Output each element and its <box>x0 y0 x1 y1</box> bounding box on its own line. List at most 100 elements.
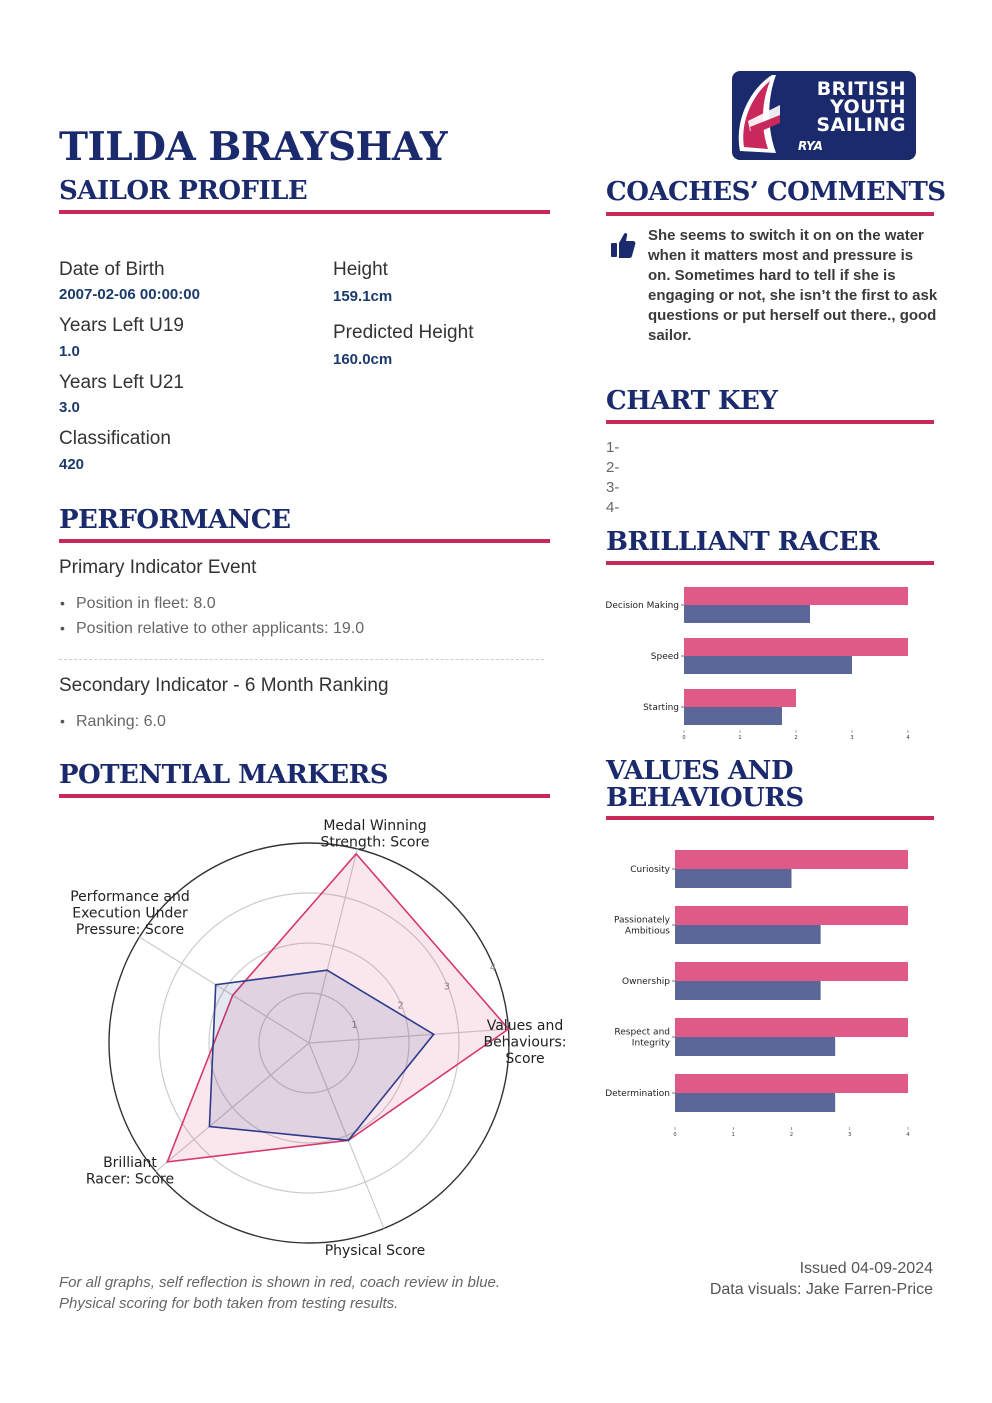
category-label: Curiosity <box>630 865 670 875</box>
performance-divider <box>59 539 550 543</box>
logo-line-british: BRITISH <box>816 78 906 100</box>
coach-score-bar <box>684 656 852 674</box>
british-youth-sailing-logo: BRITISH YOUTH SAILING RYA <box>732 71 916 160</box>
x-tick-label: 2 <box>790 1132 793 1138</box>
radar-axis-label: Physical Score <box>325 1243 426 1259</box>
self-score-bar <box>675 1018 908 1037</box>
self-reflection-polygon <box>166 852 510 1163</box>
radar-spoke <box>308 1042 385 1229</box>
classification-value: 420 <box>59 456 85 473</box>
coach-score-bar <box>675 1037 836 1056</box>
x-tick-label: 0 <box>682 735 685 741</box>
category-label: Passionately Ambitious <box>614 916 671 937</box>
x-tick-label: 4 <box>906 735 909 741</box>
coach-score-bar <box>684 707 782 725</box>
performance-heading: PERFORMANCE <box>59 505 291 535</box>
potential-divider <box>59 794 550 798</box>
sailor-profile-heading: SAILOR PROFILE <box>59 176 308 206</box>
radar-tick-label: 4 <box>490 962 496 973</box>
chart-key-divider <box>606 420 934 424</box>
radar-spoke <box>155 1042 310 1173</box>
radar-axis-label: Performance and Execution Under Pressure: … <box>70 889 190 938</box>
self-score-bar <box>684 689 796 707</box>
category-label: Ownership <box>622 977 670 987</box>
potential-markers-heading: POTENTIAL MARKERS <box>59 760 389 790</box>
radar-axis-label: Medal Winning Strength: Score <box>321 818 430 851</box>
height-value: 159.1cm <box>333 288 393 305</box>
values-behaviours-bar-chart: Curiosity Passionately Ambitious Ownership R… <box>606 850 910 1138</box>
x-tick-label: 2 <box>794 735 797 741</box>
values-heading-line1: VALUES AND <box>606 756 793 786</box>
primary-indicator-title: Primary Indicator Event <box>59 557 257 578</box>
visuals-credit: Data visuals: Jake Farren-Price <box>709 1281 933 1298</box>
category-label: Speed <box>651 652 679 662</box>
x-tick-label: 4 <box>906 1132 909 1138</box>
chart-key-heading: CHART KEY <box>606 386 778 416</box>
self-score-bar <box>675 906 908 925</box>
category-label: Respect and Integrity <box>614 1028 670 1049</box>
x-tick-label: 3 <box>848 1132 851 1138</box>
x-tick-label: 0 <box>673 1132 676 1138</box>
chart-key-item: 3- <box>606 479 620 496</box>
radar-axis-label: Values and Behaviours: Score <box>483 1018 566 1067</box>
coaches-comments-heading: COACHES’ COMMENTS <box>606 177 946 207</box>
radar-grid-ring <box>208 942 410 1144</box>
chart-footnote: For all graphs, self reflection is shown… <box>59 1274 501 1312</box>
predicted-height-label: Predicted Height <box>333 322 474 343</box>
secondary-indicator-item: Ranking: 6.0 <box>60 713 166 731</box>
coach-score-bar <box>675 1093 836 1112</box>
secondary-indicator-title: Secondary Indicator - 6 Month Ranking <box>59 675 389 696</box>
radar-tick-label: 1 <box>351 1020 357 1031</box>
category-label: Starting <box>643 703 679 713</box>
category-label: Decision Making <box>606 601 679 611</box>
self-score-bar <box>675 850 908 869</box>
issued-block: Issued 04-09-2024 Data visuals: Jake Far… <box>700 1258 933 1300</box>
u19-value: 1.0 <box>59 343 80 360</box>
radar-tick-label: 2 <box>397 1001 403 1012</box>
radar-grid-ring <box>158 892 460 1194</box>
predicted-height-value: 160.0cm <box>333 351 393 368</box>
profile-divider <box>59 210 550 214</box>
chart-key-item: 2- <box>606 459 620 476</box>
potential-markers-radar-chart: 1 2 3 4 Medal Winning Strength: Score Performa… <box>70 818 566 1259</box>
u21-label: Years Left U21 <box>59 372 184 393</box>
x-tick-label: 3 <box>850 735 853 741</box>
radar-axis-label: Brilliant Racer: Score <box>86 1155 174 1188</box>
radar-tick-label: 3 <box>444 982 450 993</box>
u19-label: Years Left U19 <box>59 315 184 336</box>
thumbs-up-icon <box>611 232 636 258</box>
coach-review-polygon <box>208 969 435 1142</box>
logo-line-youth: YOUTH <box>829 96 906 118</box>
height-label: Height <box>333 259 388 280</box>
radar-grid-ring <box>108 842 510 1244</box>
coach-score-bar <box>675 981 821 1000</box>
category-label: Determination <box>606 1089 670 1099</box>
primary-indicator-item: Position relative to other applicants: 1… <box>60 620 364 638</box>
radar-grid-ring <box>258 992 360 1094</box>
brilliant-racer-bar-chart: Decision Making Speed Starting 0 1 2 3 4 <box>606 587 910 741</box>
logo-line-sailing: SAILING <box>816 114 906 136</box>
self-score-bar <box>675 962 908 981</box>
self-score-bar <box>675 1074 908 1093</box>
chart-key-item: 1- <box>606 439 620 456</box>
coach-score-bar <box>684 605 810 623</box>
sailor-name: TILDA BRAYSHAY <box>59 124 448 170</box>
coach-score-bar <box>675 925 821 944</box>
radar-spoke <box>308 1028 509 1044</box>
racer-divider <box>606 561 934 565</box>
primary-indicator-item: Position in fleet: 8.0 <box>60 595 216 613</box>
values-divider <box>606 816 934 820</box>
rya-badge: RYA <box>798 139 823 153</box>
coach-comment: She seems to switch it on on the water w… <box>648 227 938 344</box>
issued-date: Issued 04-09-2024 <box>799 1260 933 1277</box>
coach-score-bar <box>675 869 792 888</box>
dob-value: 2007-02-06 00:00:00 <box>59 286 200 303</box>
classification-label: Classification <box>59 428 171 449</box>
chart-key-item: 4- <box>606 499 620 516</box>
x-tick-label: 1 <box>738 735 741 741</box>
dob-label: Date of Birth <box>59 259 165 280</box>
u21-value: 3.0 <box>59 399 80 416</box>
radar-spoke <box>139 936 310 1044</box>
sail-icon <box>738 75 780 153</box>
performance-separator <box>59 659 544 660</box>
